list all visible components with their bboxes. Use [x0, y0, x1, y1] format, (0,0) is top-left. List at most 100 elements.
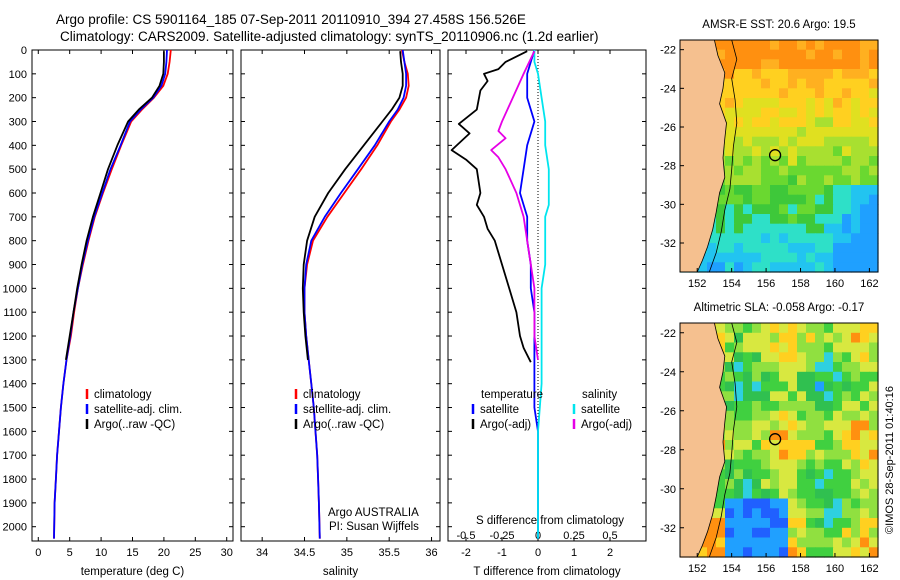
x-tick-label: -2	[461, 547, 471, 559]
map-cell	[743, 175, 753, 186]
map-cell	[824, 362, 834, 373]
map-cell	[869, 401, 879, 412]
map-cell	[770, 391, 780, 402]
map-cell	[770, 146, 780, 157]
map-cell	[869, 175, 879, 186]
map-cell	[743, 332, 753, 344]
map-cell	[824, 371, 834, 383]
map-cell	[833, 262, 843, 273]
s-tick-label: -0.25	[489, 530, 514, 542]
map-cell	[815, 469, 825, 480]
map-cell	[797, 40, 807, 51]
map-cell	[842, 262, 852, 273]
depth-tick-label: 1100	[3, 307, 27, 319]
map-cell	[815, 88, 825, 99]
map-cell	[842, 156, 852, 167]
map-cell	[725, 459, 735, 470]
map-cell	[860, 204, 870, 215]
map-cell	[788, 459, 798, 470]
map-cell	[761, 410, 771, 422]
map-cell	[743, 362, 753, 373]
map-cell	[815, 185, 825, 196]
map-cell	[851, 391, 861, 402]
map-cell	[797, 527, 807, 539]
map-cell	[788, 204, 798, 215]
map-cell	[788, 469, 798, 480]
map-cell	[743, 498, 753, 509]
map-cell	[752, 262, 762, 273]
map-cell	[734, 214, 744, 225]
x-axis-label: temperature (deg C)	[81, 566, 185, 578]
map-cell	[851, 165, 861, 176]
map-cell	[824, 204, 834, 215]
map-cell	[788, 40, 798, 51]
map-cell	[860, 508, 870, 519]
map-cell	[743, 127, 753, 138]
legend-label: satellite-adj. clim.	[94, 404, 182, 416]
map-cell	[734, 165, 744, 176]
map-cell	[806, 391, 816, 402]
map-cell	[860, 381, 870, 392]
x-tick-label: 25	[189, 547, 201, 559]
map-cell	[725, 479, 735, 490]
map-cell	[824, 527, 834, 539]
map-x-tick-label: 162	[860, 278, 878, 290]
map-cell	[815, 49, 825, 60]
map-cell	[869, 371, 879, 383]
map-cell	[752, 488, 762, 500]
map-cell	[833, 420, 843, 431]
map-cell	[734, 243, 744, 254]
depth-tick-label: 600	[9, 188, 27, 200]
chart-title: Argo profile: CS 5901164_185 07-Sep-2011…	[56, 12, 526, 27]
map-cell	[752, 136, 762, 147]
map-cell	[788, 508, 798, 519]
map-cell	[707, 243, 717, 254]
map-cell	[725, 156, 735, 167]
map-cell	[797, 98, 807, 109]
map-cell	[860, 223, 870, 234]
map-cell	[851, 185, 861, 196]
map-cell	[725, 420, 735, 431]
top-axis-label: S difference from climatology	[476, 515, 624, 527]
map-cell	[842, 518, 852, 529]
map-cell	[851, 401, 861, 412]
legend-label: satellite-adj. clim.	[303, 404, 391, 416]
map-cell	[842, 430, 852, 441]
map-cell	[842, 49, 852, 60]
map-cell	[725, 165, 735, 176]
map-cell	[851, 136, 861, 147]
series-line-black	[301, 51, 404, 360]
map-cell	[842, 410, 852, 422]
map-cell	[734, 252, 744, 263]
map-cell	[806, 194, 816, 205]
map-cell	[842, 233, 852, 244]
map-cell	[734, 175, 744, 186]
map-cell	[743, 117, 753, 128]
map-cell	[788, 537, 798, 548]
depth-tick-label: 1300	[3, 355, 27, 367]
map-cell	[806, 537, 816, 548]
map-cell	[761, 430, 771, 441]
map-cell	[779, 59, 789, 70]
map-cell	[815, 518, 825, 529]
map-cell	[842, 165, 852, 176]
map-cell	[770, 223, 780, 234]
map-cell	[734, 440, 744, 451]
map-cell	[815, 547, 825, 558]
map-cell	[779, 252, 789, 263]
map-cell	[743, 401, 753, 412]
series-line-black	[450, 50, 532, 363]
map-cell	[734, 185, 744, 196]
map-cell	[833, 59, 843, 70]
map-cell	[869, 204, 879, 215]
map-cell	[779, 243, 789, 254]
map-cell	[725, 430, 735, 441]
map-cell	[842, 323, 852, 334]
x-tick-label: 35	[341, 547, 353, 559]
map-cell	[797, 243, 807, 254]
map-cell	[815, 381, 825, 392]
map-cell	[743, 223, 753, 234]
map-cell	[788, 78, 798, 89]
legend-title: temperature	[481, 389, 543, 401]
map-cell	[806, 420, 816, 431]
